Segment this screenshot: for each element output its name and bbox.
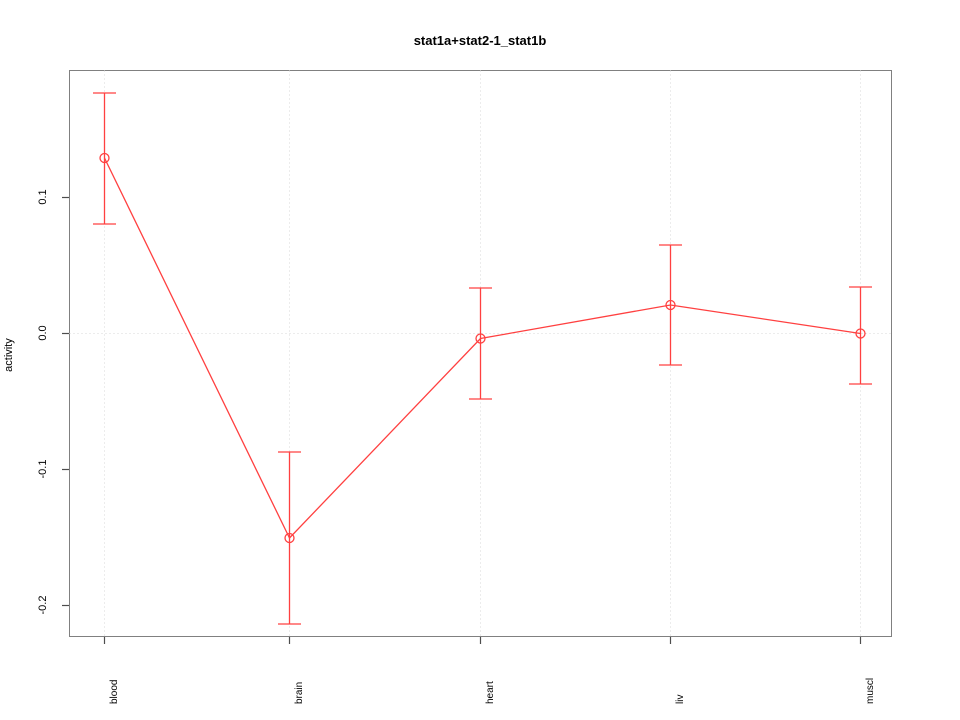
x-tick-label-blood: blood xyxy=(109,679,120,704)
data-point xyxy=(665,299,676,311)
x-tick-label-liv: liv xyxy=(675,694,686,704)
y-tick-label: -0.1 xyxy=(37,459,49,479)
series-line xyxy=(103,157,861,540)
data-point xyxy=(99,152,110,164)
x-tick-label-muscl: muscl xyxy=(865,677,876,704)
data-points xyxy=(99,152,866,544)
y-axis-ticks xyxy=(62,196,69,607)
grid-vertical xyxy=(104,70,861,637)
error-bars xyxy=(93,92,872,625)
y-tick-label: -0.2 xyxy=(37,595,49,615)
page-title: stat1a+stat2-1_stat1b xyxy=(413,33,547,48)
x-axis-ticks xyxy=(103,637,862,644)
data-point xyxy=(855,328,866,339)
y-tick-label: 0.1 xyxy=(37,189,49,205)
x-tick-label-heart: heart xyxy=(485,681,496,704)
data-point xyxy=(284,532,295,544)
x-tick-label-brain: brain xyxy=(294,681,305,704)
data-point xyxy=(475,333,486,344)
y-tick-label: 0.0 xyxy=(37,325,49,341)
